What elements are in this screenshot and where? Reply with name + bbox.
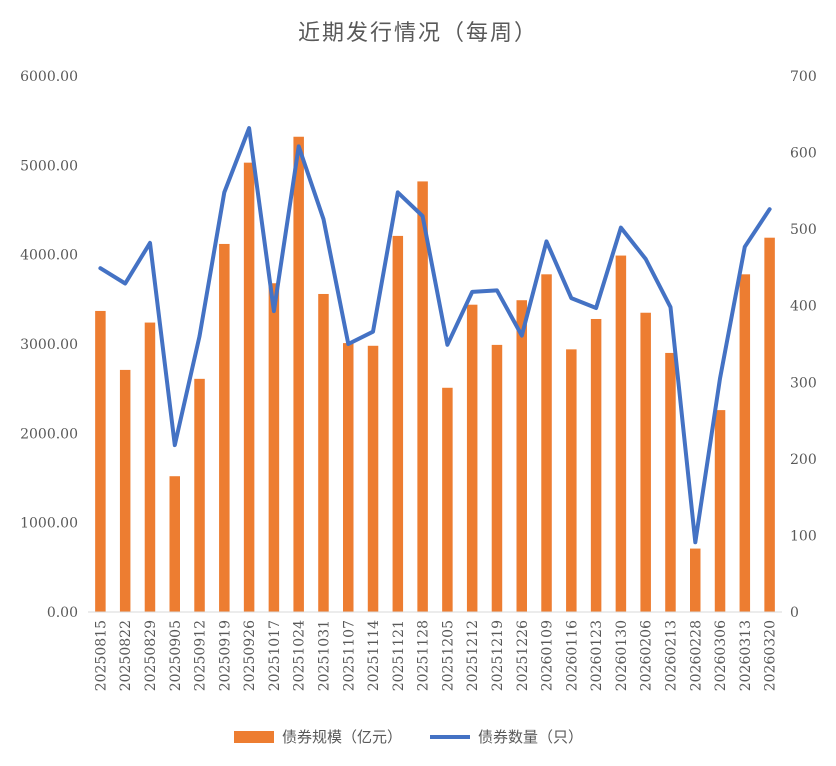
bar <box>293 136 304 612</box>
bar <box>665 352 676 612</box>
bar <box>268 283 280 612</box>
x-tick-label: 20250912 <box>193 620 209 691</box>
y-right-tick-label: 700 <box>790 69 817 85</box>
x-tick-label: 20251031 <box>316 620 332 691</box>
y-left-tick-label: 5000.00 <box>20 158 78 174</box>
bar <box>367 345 379 612</box>
chart-title: 近期发行情况（每周） <box>298 21 538 46</box>
x-tick-label: 20260109 <box>540 620 556 691</box>
x-tick-label: 20260228 <box>688 620 704 691</box>
legend: 债券规模（亿元） 债券数量（只） <box>234 728 583 746</box>
y-right-tick-label: 200 <box>790 452 817 468</box>
bar <box>417 181 428 612</box>
bar <box>119 369 131 612</box>
x-tick-label: 20250829 <box>143 620 159 691</box>
bar <box>392 235 404 612</box>
bar <box>442 387 453 612</box>
x-tick-label: 20260116 <box>564 620 580 691</box>
legend-bar-swatch <box>234 731 274 743</box>
y-right-tick-label: 400 <box>790 299 817 315</box>
bar <box>640 312 651 612</box>
bar-series <box>95 136 775 613</box>
bar <box>343 343 354 612</box>
bar <box>194 378 205 612</box>
bar <box>491 344 503 612</box>
bar <box>541 274 552 612</box>
x-tick-label: 20260320 <box>763 620 779 691</box>
x-tick-label: 20251226 <box>515 620 531 691</box>
x-tick-label: 20251128 <box>416 620 432 691</box>
y-right-tick-label: 600 <box>790 146 817 162</box>
x-tick-label: 20260123 <box>589 620 605 691</box>
x-tick-label: 20260313 <box>738 620 754 691</box>
bar <box>95 310 106 612</box>
x-tick-label: 20251212 <box>465 620 481 691</box>
x-tick-label: 20260206 <box>639 620 655 691</box>
bar <box>739 274 751 612</box>
bar <box>566 349 577 612</box>
y-right-tick-label: 300 <box>790 375 817 391</box>
y-left-tick-label: 1000.00 <box>20 516 78 532</box>
bar <box>243 162 255 613</box>
bar <box>466 304 478 612</box>
bar <box>516 300 527 612</box>
series-line <box>98 126 772 545</box>
x-tick-label: 20260130 <box>614 620 630 691</box>
x-tick-label: 20260306 <box>713 620 729 691</box>
y-right-tick-label: 500 <box>790 222 817 238</box>
x-tick-label: 20250926 <box>242 620 258 691</box>
x-tick-label: 20250815 <box>93 620 109 691</box>
x-axis: 20250815 20250822 20250829 20250905 20250912… <box>93 620 778 691</box>
x-tick-label: 20251114 <box>366 620 382 691</box>
bar <box>169 476 180 612</box>
y-left-tick-label: 2000.00 <box>20 426 78 442</box>
line-series <box>98 126 772 545</box>
bar <box>764 237 775 612</box>
x-tick-label: 20251219 <box>490 620 506 691</box>
bar <box>615 255 627 612</box>
y-left-tick-label: 3000.00 <box>20 337 78 353</box>
y-left-axis: 0.00 1000.00 2000.00 3000.00 4000.00 5000.00 6… <box>20 69 78 621</box>
y-right-axis: 0 100 200 300 400 500 600 700 <box>790 69 817 621</box>
y-right-tick-label: 100 <box>790 528 817 544</box>
y-left-tick-label: 6000.00 <box>20 69 78 85</box>
bar <box>144 322 156 612</box>
x-tick-label: 20251107 <box>341 620 357 691</box>
bar <box>318 293 329 612</box>
legend-bar-label: 债券规模（亿元） <box>282 728 402 746</box>
bar <box>590 318 602 612</box>
y-right-tick-label: 0 <box>790 605 799 621</box>
x-tick-label: 20251121 <box>391 620 407 691</box>
bar <box>690 548 701 612</box>
x-tick-label: 20250905 <box>168 620 184 691</box>
x-tick-label: 20251024 <box>292 620 308 691</box>
x-tick-label: 20250919 <box>217 620 233 691</box>
y-left-tick-label: 0.00 <box>47 605 78 621</box>
x-tick-label: 20250822 <box>118 620 134 691</box>
bar <box>219 243 230 613</box>
x-tick-label: 20251017 <box>267 620 283 691</box>
y-left-tick-label: 4000.00 <box>20 248 78 264</box>
x-tick-label: 20251205 <box>440 620 456 691</box>
bar <box>714 410 726 612</box>
legend-line-label: 债券数量（只） <box>478 728 583 746</box>
x-tick-label: 20260213 <box>663 620 679 691</box>
